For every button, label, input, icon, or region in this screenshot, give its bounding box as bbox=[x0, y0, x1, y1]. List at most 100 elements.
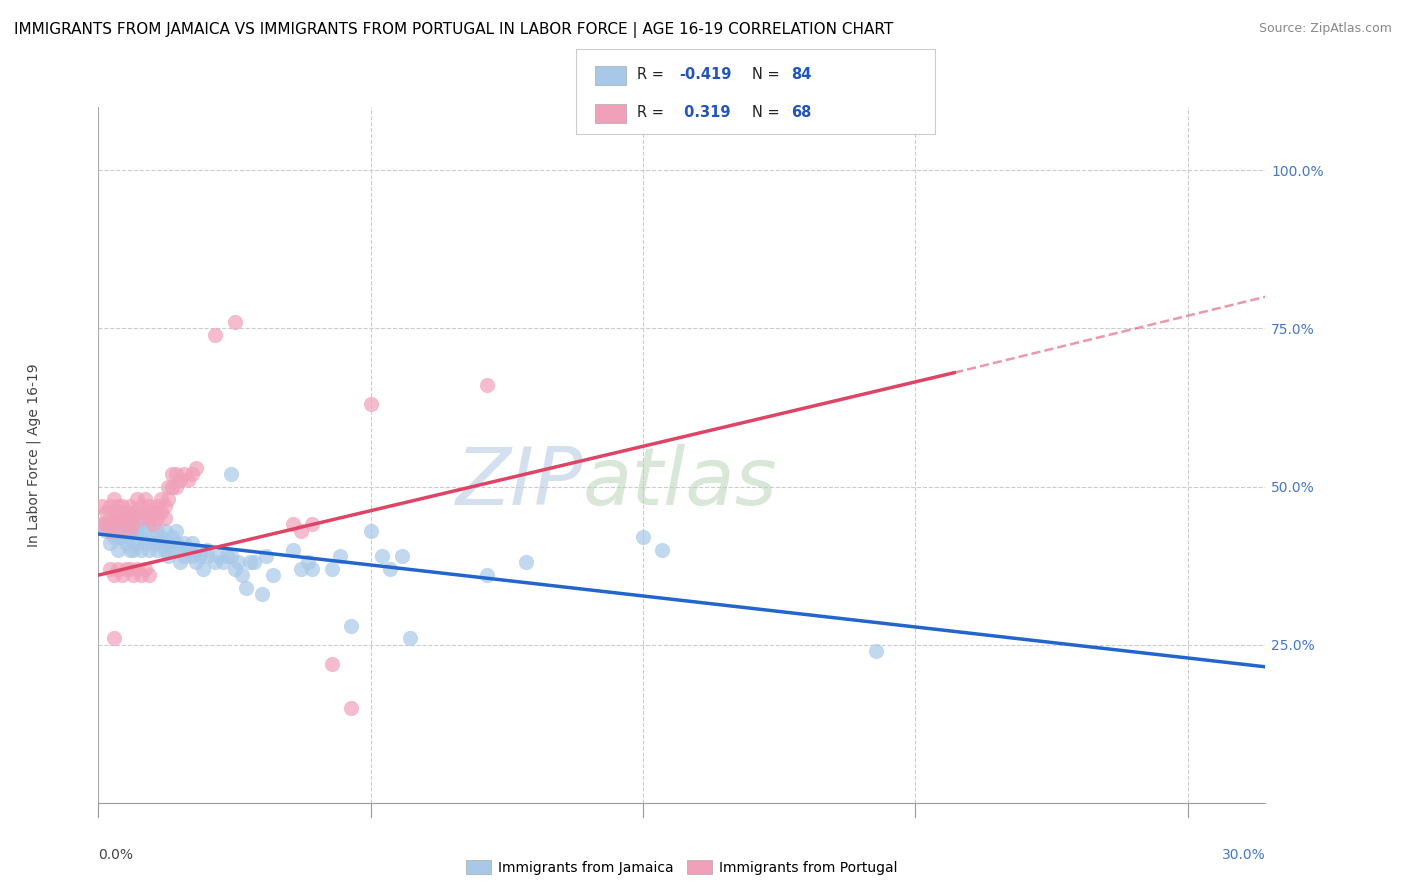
Point bbox=[193, 562, 215, 576]
Point bbox=[111, 524, 134, 538]
Point bbox=[340, 701, 363, 715]
Point bbox=[111, 505, 134, 519]
Point bbox=[219, 467, 242, 481]
Point bbox=[107, 542, 129, 557]
Point bbox=[138, 568, 160, 582]
Point bbox=[111, 530, 134, 544]
Point bbox=[114, 562, 136, 576]
Point bbox=[91, 517, 114, 532]
Point bbox=[162, 467, 184, 481]
Point bbox=[103, 524, 125, 538]
Point bbox=[107, 524, 129, 538]
Point bbox=[103, 530, 125, 544]
Point bbox=[215, 549, 238, 563]
Point bbox=[122, 524, 145, 538]
Point bbox=[149, 530, 172, 544]
Point bbox=[153, 499, 176, 513]
Point bbox=[98, 562, 121, 576]
Point bbox=[360, 524, 382, 538]
Point bbox=[107, 530, 129, 544]
Point bbox=[122, 505, 145, 519]
Point bbox=[321, 562, 343, 576]
Point bbox=[118, 530, 141, 544]
Text: ZIP: ZIP bbox=[456, 443, 582, 522]
Point bbox=[477, 568, 499, 582]
Point bbox=[146, 524, 169, 538]
Point bbox=[224, 562, 246, 576]
Point bbox=[195, 542, 218, 557]
Point bbox=[228, 556, 250, 570]
Point bbox=[138, 517, 160, 532]
Point bbox=[157, 479, 180, 493]
Point bbox=[127, 505, 149, 519]
Text: R =: R = bbox=[637, 67, 668, 82]
Point bbox=[360, 397, 382, 411]
Point bbox=[96, 517, 118, 532]
Point bbox=[122, 542, 145, 557]
Point bbox=[165, 524, 187, 538]
Point bbox=[162, 542, 184, 557]
Text: 0.319: 0.319 bbox=[679, 105, 731, 120]
Point bbox=[118, 524, 141, 538]
Point bbox=[98, 524, 121, 538]
Point bbox=[111, 499, 134, 513]
Point bbox=[138, 499, 160, 513]
Point bbox=[127, 492, 149, 507]
Point bbox=[157, 492, 180, 507]
Point bbox=[169, 556, 191, 570]
Point bbox=[103, 568, 125, 582]
Text: 84: 84 bbox=[792, 67, 811, 82]
Point bbox=[239, 556, 262, 570]
Text: 30.0%: 30.0% bbox=[1222, 848, 1265, 862]
Point bbox=[142, 536, 165, 550]
Point bbox=[107, 517, 129, 532]
Text: Source: ZipAtlas.com: Source: ZipAtlas.com bbox=[1258, 22, 1392, 36]
Point bbox=[204, 556, 226, 570]
Point bbox=[865, 644, 887, 658]
Point bbox=[114, 536, 136, 550]
Text: 68: 68 bbox=[792, 105, 811, 120]
Point bbox=[138, 511, 160, 525]
Text: atlas: atlas bbox=[582, 443, 778, 522]
Point bbox=[118, 499, 141, 513]
Point bbox=[165, 479, 187, 493]
Point bbox=[127, 562, 149, 576]
Text: N =: N = bbox=[752, 67, 785, 82]
Point bbox=[157, 549, 180, 563]
Point bbox=[281, 517, 304, 532]
Text: -0.419: -0.419 bbox=[679, 67, 731, 82]
Point bbox=[173, 549, 195, 563]
Point bbox=[180, 549, 202, 563]
Point bbox=[127, 524, 149, 538]
Point bbox=[169, 542, 191, 557]
Point bbox=[118, 511, 141, 525]
Point bbox=[118, 511, 141, 525]
Point bbox=[134, 505, 156, 519]
Point bbox=[103, 517, 125, 532]
Point bbox=[129, 530, 152, 544]
Point bbox=[129, 499, 152, 513]
Point bbox=[107, 499, 129, 513]
Point bbox=[107, 562, 129, 576]
Text: 0.0%: 0.0% bbox=[98, 848, 134, 862]
Point bbox=[149, 492, 172, 507]
Point bbox=[96, 505, 118, 519]
Point bbox=[122, 517, 145, 532]
Point bbox=[180, 536, 202, 550]
Point bbox=[91, 499, 114, 513]
Point bbox=[184, 556, 207, 570]
Point bbox=[91, 517, 114, 532]
Point bbox=[134, 492, 156, 507]
Point bbox=[146, 499, 169, 513]
Point bbox=[371, 549, 394, 563]
Point bbox=[235, 581, 257, 595]
Point bbox=[134, 536, 156, 550]
Point bbox=[107, 511, 129, 525]
Point bbox=[391, 549, 413, 563]
Point bbox=[515, 556, 537, 570]
Point bbox=[250, 587, 273, 601]
Point bbox=[127, 536, 149, 550]
Point bbox=[111, 568, 134, 582]
Point bbox=[398, 632, 420, 646]
Point bbox=[122, 568, 145, 582]
